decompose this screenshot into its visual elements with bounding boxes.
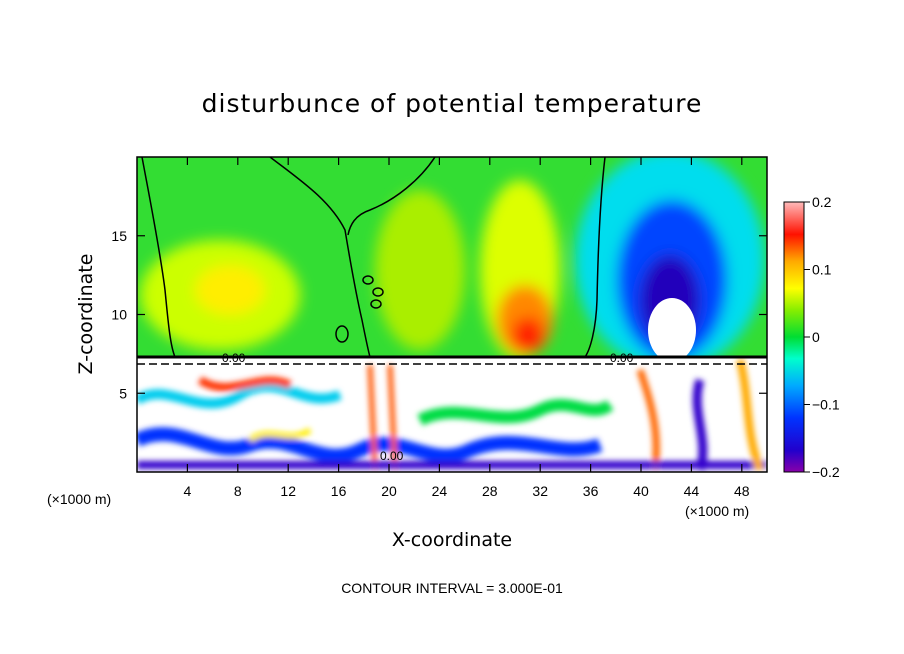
x-tick-label: 12 — [280, 483, 296, 499]
chart-title: disturbunce of potential temperature — [202, 89, 703, 118]
colorbar-gradient — [783, 201, 805, 473]
small-contour-loops — [335, 275, 384, 343]
zero-contour-center — [269, 157, 371, 358]
x-tick-label: 44 — [684, 483, 700, 499]
zero-contour-right — [584, 157, 606, 358]
y-tick-label: 10 — [111, 307, 127, 323]
x-tick-label: 4 — [184, 483, 192, 499]
x-axis-ticks: 4 8 12 16 20 24 28 32 36 40 44 48 — [184, 157, 750, 499]
y-axis-label: Z-coordinate — [75, 254, 97, 375]
x-tick-label: 16 — [331, 483, 347, 499]
lower-band-6 — [636, 368, 660, 471]
zero-contour-center-branch — [347, 157, 436, 236]
lower-band-1 — [137, 427, 603, 463]
lower-band-9 — [736, 359, 764, 472]
colorbar-ticks: 0.2 0.1 0 −0.1 −0.2 — [804, 194, 840, 480]
x-tick-label: 20 — [381, 483, 397, 499]
colorbar-tick-label: 0 — [812, 329, 820, 345]
y-tick-label: 15 — [111, 228, 127, 244]
colorbar-tick-label: −0.2 — [812, 464, 840, 480]
x-tick-label: 40 — [633, 483, 649, 499]
x-axis-label: X-coordinate — [392, 529, 512, 551]
contour-label: 0.00 — [380, 449, 404, 463]
contour-label: 0.00 — [610, 351, 634, 365]
red-plume-core — [512, 317, 544, 353]
x-tick-label: 36 — [583, 483, 599, 499]
colorbar-tick-label: 0.1 — [812, 262, 832, 278]
x-tick-label: 8 — [234, 483, 242, 499]
lower-band-3 — [417, 399, 614, 426]
colorbar-tick-label: 0.2 — [812, 194, 832, 210]
heatmap-field: 0.00 0.00 0.00 — [137, 157, 767, 472]
colorbar-tick-label: −0.1 — [812, 397, 840, 413]
contour-label: 0.00 — [222, 351, 246, 365]
lower-band-5 — [367, 364, 398, 471]
contour-interval-note: CONTOUR INTERVAL = 3.000E-01 — [341, 580, 563, 596]
x-tick-label: 32 — [532, 483, 548, 499]
lower-band-2 — [137, 381, 342, 409]
zero-contour-left — [141, 157, 176, 358]
x-unit-note: (×1000 m) — [685, 503, 749, 519]
y-unit-note: (×1000 m) — [47, 491, 111, 507]
colorbar: 0.2 0.1 0 −0.1 −0.2 — [783, 194, 840, 480]
yellow-core-left — [195, 265, 265, 315]
lower-band-4 — [197, 376, 292, 392]
y-tick-label: 5 — [119, 385, 127, 401]
y-axis-ticks: 5 10 15 — [111, 228, 767, 401]
x-tick-label: 28 — [482, 483, 498, 499]
yellow-region-center — [375, 190, 465, 350]
x-tick-label: 24 — [432, 483, 448, 499]
x-tick-label: 48 — [734, 483, 750, 499]
lower-band-10 — [248, 427, 312, 443]
white-anomaly-upper — [648, 298, 696, 362]
